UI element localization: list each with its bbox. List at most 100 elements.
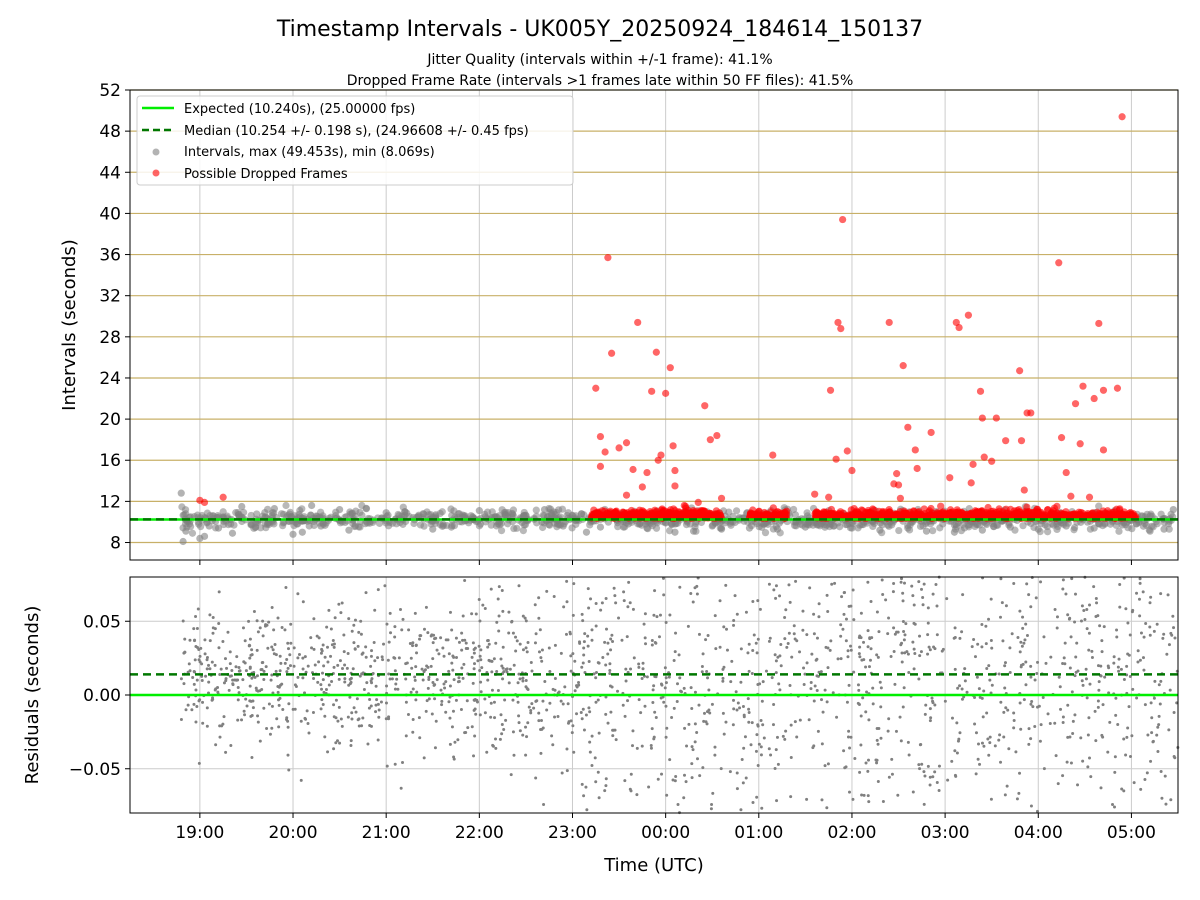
residual-point: [1080, 604, 1084, 608]
interval-point: [177, 489, 185, 497]
residual-point: [258, 689, 262, 693]
interval-point: [624, 520, 632, 528]
residual-point: [1094, 596, 1098, 600]
residual-point: [581, 661, 585, 665]
residual-point: [352, 623, 356, 627]
residual-point: [358, 674, 362, 678]
residual-point: [575, 712, 579, 716]
residual-point: [255, 619, 259, 623]
residual-point: [315, 634, 319, 638]
residual-point: [289, 622, 293, 626]
residual-point: [747, 720, 751, 724]
interval-point: [1053, 520, 1061, 528]
residual-point: [373, 659, 377, 663]
residual-point: [848, 790, 852, 794]
residual-point: [387, 715, 391, 719]
residual-point: [815, 688, 819, 692]
residual-point: [470, 725, 474, 729]
dropped-frame-point: [1016, 367, 1024, 375]
dropped-frame-point: [671, 466, 679, 475]
residual-point: [655, 615, 659, 619]
residual-point: [277, 703, 281, 707]
residual-point: [379, 700, 383, 704]
residual-point: [533, 603, 537, 607]
residual-point: [836, 657, 840, 661]
residual-point: [327, 608, 331, 612]
residual-point: [847, 683, 851, 687]
residual-point: [810, 652, 814, 656]
residual-point: [704, 638, 708, 642]
residual-point: [532, 706, 536, 710]
residual-point: [958, 684, 962, 688]
residual-point: [609, 710, 613, 714]
residual-point: [192, 682, 196, 686]
residual-point: [1158, 702, 1162, 706]
residual-point: [1055, 615, 1059, 619]
dropped-frame-point: [1055, 259, 1063, 267]
residual-point: [705, 722, 709, 726]
residual-point: [278, 683, 282, 687]
interval-point: [476, 520, 485, 528]
residual-point: [537, 711, 541, 715]
residual-point: [1099, 786, 1103, 790]
interval-point: [481, 510, 489, 518]
residual-point: [369, 654, 373, 658]
residual-point: [288, 664, 292, 668]
residual-point: [767, 582, 771, 586]
residual-point: [610, 685, 614, 689]
dropped-frame-point: [825, 493, 833, 501]
residual-point: [624, 667, 628, 671]
residual-point: [625, 635, 629, 639]
residual-point: [361, 651, 365, 655]
residual-point: [422, 627, 426, 631]
residual-point: [376, 656, 380, 660]
residual-point: [1020, 644, 1024, 648]
residual-point: [757, 742, 761, 746]
residual-point: [201, 721, 205, 725]
residual-point: [1152, 629, 1156, 633]
dropped-frame-point: [604, 509, 612, 517]
residual-point: [767, 747, 771, 751]
residual-point: [1030, 700, 1034, 704]
interval-point: [290, 522, 298, 530]
residual-point: [926, 764, 930, 768]
residual-point: [762, 736, 766, 740]
residual-point: [437, 652, 441, 656]
interval-point: [1062, 522, 1070, 530]
residual-point: [299, 719, 303, 723]
residual-point: [641, 667, 645, 671]
residual-point: [569, 669, 573, 673]
residual-point: [234, 665, 238, 669]
residual-point: [784, 729, 788, 733]
residual-point: [490, 670, 494, 674]
residual-point: [461, 614, 465, 618]
residual-point: [348, 695, 352, 699]
dropped-frame-point: [1020, 486, 1028, 494]
residual-point: [777, 682, 781, 686]
residual-point: [875, 653, 879, 657]
residual-point: [999, 760, 1003, 764]
residual-point: [691, 600, 695, 604]
residual-point: [319, 683, 323, 687]
residual-point: [385, 684, 389, 688]
residual-point: [912, 603, 916, 607]
residual-point: [858, 770, 862, 774]
residual-point: [652, 737, 656, 741]
residual-point: [604, 597, 608, 601]
residual-point: [1155, 733, 1159, 737]
residual-point: [849, 648, 853, 652]
residual-point: [756, 763, 760, 767]
residual-point: [1090, 656, 1094, 660]
residual-point: [722, 732, 726, 736]
residual-point: [988, 735, 992, 739]
interval-point: [1115, 527, 1123, 535]
residual-point: [787, 583, 791, 587]
residual-point: [454, 656, 458, 660]
residual-point: [192, 627, 196, 631]
residual-point: [812, 632, 816, 636]
residual-point: [1128, 675, 1132, 679]
residual-point: [208, 613, 212, 617]
residual-point: [1003, 664, 1007, 668]
residual-point: [461, 676, 465, 680]
residual-point: [389, 631, 393, 635]
